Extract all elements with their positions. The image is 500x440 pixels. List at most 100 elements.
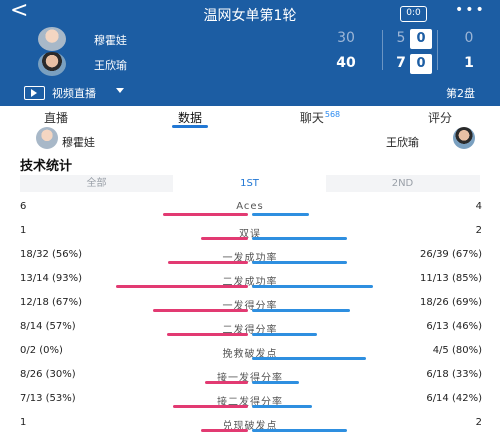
tab-chat-label: 聊天 bbox=[299, 111, 324, 125]
tab-stats[interactable]: 数据 bbox=[177, 111, 202, 125]
set-score: 5 bbox=[396, 30, 406, 46]
stat-bar-right bbox=[252, 429, 347, 432]
game-points: 40 bbox=[336, 55, 356, 71]
chat-count-badge: 568 bbox=[324, 110, 341, 119]
stat-bar-right bbox=[252, 309, 350, 312]
stat-right-value: 18/26 (69%) bbox=[419, 297, 482, 308]
stat-name: 双误 bbox=[239, 229, 261, 240]
stat-name: Aces bbox=[236, 201, 264, 212]
avatar bbox=[38, 52, 66, 76]
player-name: 穆霍娃 bbox=[62, 136, 95, 149]
stat-bar-left bbox=[201, 237, 248, 240]
set-filter-tabs: 全部 1ST 2ND bbox=[20, 175, 480, 192]
stat-right-value: 4 bbox=[475, 201, 482, 212]
stat-right-value: 6/18 (33%) bbox=[426, 369, 482, 380]
player-name: 王欣瑜 bbox=[94, 59, 127, 72]
section-title: 技术统计 bbox=[20, 159, 73, 174]
more-icon[interactable]: ••• bbox=[455, 2, 486, 18]
stat-row: 1 兑现破发点 2 bbox=[0, 417, 500, 440]
stat-bar-left bbox=[116, 285, 248, 288]
avatar bbox=[38, 27, 66, 51]
stat-row: 18/32 (56%) 一发成功率 26/39 (67%) bbox=[0, 249, 500, 273]
stat-bar-right bbox=[252, 357, 366, 360]
tab-bar: 直播 数据 聊天568 评分 bbox=[0, 106, 500, 128]
stat-bar-right bbox=[252, 333, 317, 336]
stat-left-value: 1 bbox=[20, 417, 27, 428]
stat-right-value: 6/14 (42%) bbox=[426, 393, 482, 404]
sets-won: 1 bbox=[464, 55, 474, 71]
divider bbox=[382, 30, 383, 70]
stat-bar-right bbox=[252, 237, 347, 240]
tab-rating[interactable]: 评分 bbox=[427, 111, 452, 125]
stat-right-value: 26/39 (67%) bbox=[419, 249, 482, 260]
stat-name: 二发成功率 bbox=[222, 277, 278, 288]
stat-bar-right bbox=[252, 405, 312, 408]
stat-bar-left bbox=[163, 213, 248, 216]
player-name: 穆霍娃 bbox=[94, 34, 127, 47]
stat-bar-left bbox=[173, 405, 248, 408]
stat-name: 一发得分率 bbox=[222, 301, 278, 312]
stat-left-value: 13/14 (93%) bbox=[20, 273, 83, 284]
filter-set-2[interactable]: 2ND bbox=[391, 178, 414, 189]
stat-name: 接一发得分率 bbox=[217, 373, 283, 384]
tab-chat[interactable]: 聊天568 bbox=[280, 109, 360, 126]
set-score: 7 bbox=[396, 55, 406, 71]
player-score-row: 王欣瑜 40 7 0 1 bbox=[0, 52, 500, 78]
stat-bar-left bbox=[153, 309, 248, 312]
stat-bar-left bbox=[205, 381, 248, 384]
active-tab-indicator bbox=[172, 125, 208, 128]
stat-row: 13/14 (93%) 二发成功率 11/13 (85%) bbox=[0, 273, 500, 297]
stat-row: 7/13 (53%) 接二发得分率 6/14 (42%) bbox=[0, 393, 500, 417]
player-name: 王欣瑜 bbox=[386, 136, 419, 149]
stat-left-value: 18/32 (56%) bbox=[20, 249, 83, 260]
page-title: 温网女单第1轮 bbox=[203, 8, 297, 24]
stat-name: 一发成功率 bbox=[222, 253, 278, 264]
stat-name: 兑现破发点 bbox=[222, 421, 278, 432]
stat-row: 0/2 (0%) 挽救破发点 4/5 (80%) bbox=[0, 345, 500, 369]
stat-name: 挽救破发点 bbox=[222, 349, 278, 360]
avatar bbox=[36, 127, 58, 149]
stat-bar-right bbox=[252, 261, 347, 264]
stat-name: 二发得分率 bbox=[222, 325, 278, 336]
game-points: 30 bbox=[337, 30, 355, 46]
filter-set-1[interactable]: 1ST bbox=[173, 175, 326, 192]
stat-row: 6 Aces 4 bbox=[0, 201, 500, 225]
stat-right-value: 6/13 (46%) bbox=[426, 321, 482, 332]
stat-left-value: 7/13 (53%) bbox=[20, 393, 76, 404]
stat-bar-left bbox=[167, 333, 248, 336]
current-set-label: 第2盘 bbox=[446, 87, 475, 100]
stat-left-value: 8/26 (30%) bbox=[20, 369, 76, 380]
divider bbox=[437, 30, 438, 70]
stat-left-value: 6 bbox=[20, 201, 27, 212]
tab-live[interactable]: 直播 bbox=[43, 111, 68, 125]
scoreboard-icon[interactable]: 0:0 bbox=[400, 6, 427, 22]
stat-row: 8/14 (57%) 二发得分率 6/13 (46%) bbox=[0, 321, 500, 345]
stat-left-value: 0/2 (0%) bbox=[20, 345, 63, 356]
chevron-down-icon[interactable] bbox=[116, 88, 124, 93]
stat-left-value: 12/18 (67%) bbox=[20, 297, 83, 308]
stat-row: 12/18 (67%) 一发得分率 18/26 (69%) bbox=[0, 297, 500, 321]
stat-bar-left bbox=[201, 429, 248, 432]
player-score-row: 穆霍娃 30 5 0 0 bbox=[0, 27, 500, 53]
stat-right-value: 2 bbox=[475, 417, 482, 428]
filter-all[interactable]: 全部 bbox=[86, 178, 107, 189]
stat-row: 1 双误 2 bbox=[0, 225, 500, 249]
stat-bar-left bbox=[168, 261, 248, 264]
stat-left-value: 1 bbox=[20, 225, 27, 236]
stat-row: 8/26 (30%) 接一发得分率 6/18 (33%) bbox=[0, 369, 500, 393]
video-live-button[interactable]: 视频直播 bbox=[52, 87, 96, 100]
stat-bar-right bbox=[252, 285, 373, 288]
current-set-score: 0 bbox=[410, 29, 432, 49]
stat-left-value: 8/14 (57%) bbox=[20, 321, 76, 332]
current-set-score: 0 bbox=[410, 54, 432, 74]
avatar bbox=[453, 127, 475, 149]
stat-name: 接二发得分率 bbox=[217, 397, 283, 408]
stat-right-value: 11/13 (85%) bbox=[419, 273, 482, 284]
back-arrow-icon[interactable]: < bbox=[10, 0, 29, 23]
stat-bar-right bbox=[252, 381, 299, 384]
stat-right-value: 2 bbox=[475, 225, 482, 236]
sets-won: 0 bbox=[464, 30, 474, 46]
video-play-icon[interactable] bbox=[24, 86, 45, 100]
stat-right-value: 4/5 (80%) bbox=[432, 345, 482, 356]
stat-bar-right bbox=[252, 213, 309, 216]
